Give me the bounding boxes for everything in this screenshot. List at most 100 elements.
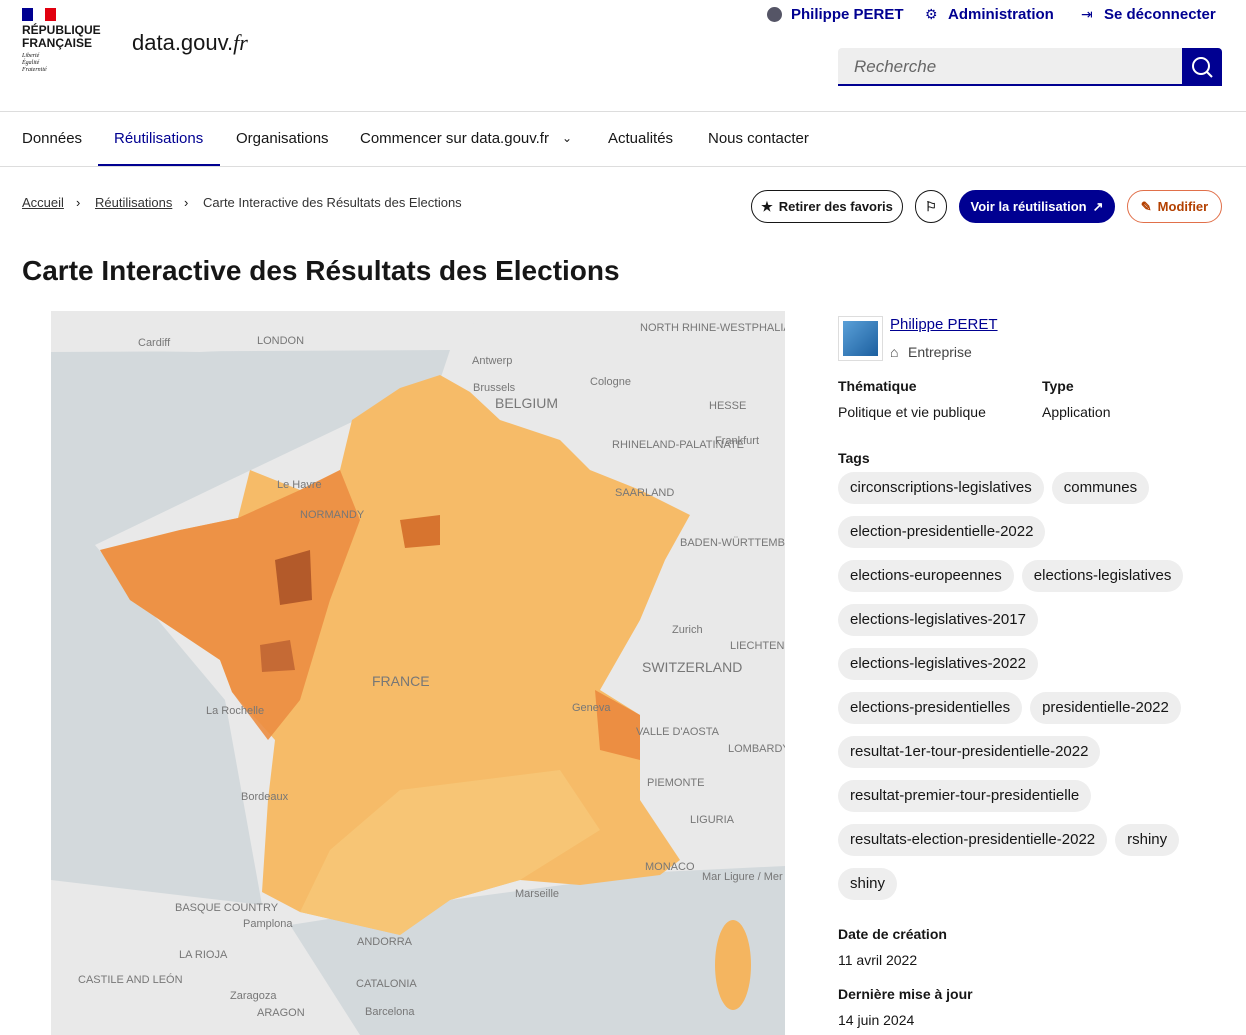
tags-label: Tags bbox=[838, 450, 870, 466]
map-label: Geneva bbox=[572, 702, 611, 714]
tag[interactable]: shiny bbox=[838, 868, 898, 900]
tag[interactable]: elections-legislatives-2017 bbox=[838, 604, 1038, 636]
tag[interactable]: rshiny bbox=[1115, 824, 1180, 856]
tag[interactable]: communes bbox=[1051, 472, 1150, 504]
author-avatar bbox=[838, 316, 883, 361]
created-label: Date de création bbox=[838, 926, 947, 942]
dark-area bbox=[260, 640, 295, 672]
nav-item[interactable]: Organisations bbox=[236, 130, 329, 147]
motto-line: Liberté bbox=[22, 53, 40, 59]
motto: Liberté Égalité Fraternité bbox=[22, 53, 47, 74]
tag[interactable]: circonscriptions-legislatives bbox=[838, 472, 1044, 504]
map-label: BASQUE COUNTRY bbox=[175, 902, 279, 914]
button-label: Voir la réutilisation bbox=[970, 199, 1087, 214]
tag[interactable]: resultat-1er-tour-presidentielle-2022 bbox=[838, 736, 1101, 768]
updated-value: 14 juin 2024 bbox=[838, 1012, 915, 1028]
west-region bbox=[100, 470, 360, 740]
pencil-icon: ✎ bbox=[1140, 198, 1152, 214]
map-label: NORTH RHINE-WESTPHALIA bbox=[640, 322, 785, 334]
tag[interactable]: election-presidentielle-2022 bbox=[838, 516, 1046, 548]
author-link[interactable]: Philippe PERET bbox=[890, 316, 998, 333]
nav-divider bbox=[0, 166, 1246, 167]
search-button[interactable] bbox=[1182, 48, 1222, 86]
logout-icon: ⇥ bbox=[1081, 6, 1093, 22]
star-icon: ★ bbox=[761, 198, 773, 214]
map-label: Mar Ligure / Mer Ligure bbox=[702, 871, 785, 883]
map-label: ARAGON bbox=[257, 1007, 305, 1019]
view-button[interactable]: Voir la réutilisation ↗ bbox=[959, 190, 1115, 223]
created-value: 11 avril 2022 bbox=[838, 952, 918, 968]
author-type: Entreprise bbox=[908, 344, 972, 360]
report-button[interactable]: ⚐ bbox=[915, 190, 947, 223]
tag[interactable]: elections-legislatives bbox=[1021, 560, 1184, 592]
nav-item[interactable]: Commencer sur data.gouv.fr bbox=[360, 130, 549, 147]
tag[interactable]: elections-europeennes bbox=[838, 560, 1014, 592]
map-label: Cardiff bbox=[138, 337, 171, 349]
england bbox=[51, 311, 480, 352]
map-label: LA RIOJA bbox=[179, 949, 228, 961]
dark-area bbox=[275, 550, 312, 605]
admin-link[interactable]: Administration bbox=[948, 6, 1054, 23]
user-avatar bbox=[767, 7, 782, 22]
page-title: Carte Interactive des Résultats des Elec… bbox=[22, 255, 620, 286]
map-label: VALLE D'AOSTA bbox=[636, 726, 720, 738]
map-label: LONDON bbox=[257, 335, 304, 347]
map-label: PIEMONTE bbox=[647, 777, 704, 789]
map-label: Frankfurt bbox=[715, 435, 759, 447]
tag[interactable]: elections-legislatives-2022 bbox=[838, 648, 1038, 680]
map-label: SAARLAND bbox=[615, 487, 674, 499]
map-label: Barcelona bbox=[365, 1006, 415, 1018]
search-placeholder: Recherche bbox=[854, 57, 937, 76]
nav-chevron: ⌄ bbox=[562, 131, 573, 145]
search-icon bbox=[1192, 57, 1213, 78]
breadcrumb-sep: › bbox=[76, 195, 81, 210]
button-label: Retirer des favoris bbox=[778, 199, 893, 214]
tag[interactable]: elections-presidentielles bbox=[838, 692, 1023, 724]
map[interactable]: LONDON Cardiff NORTH RHINE-WESTPHALIA Antwe… bbox=[51, 311, 785, 1035]
nav-item-active[interactable]: Réutilisations bbox=[114, 130, 204, 147]
map-label: LIGURIA bbox=[690, 814, 735, 826]
nav-active-bar bbox=[98, 164, 220, 166]
site-tld: fr bbox=[233, 30, 248, 55]
map-label: CATALONIA bbox=[356, 978, 417, 990]
nav-item[interactable]: Nous contacter bbox=[708, 130, 809, 147]
logout-link[interactable]: Se déconnecter bbox=[1104, 6, 1216, 23]
map-label: La Rochelle bbox=[206, 705, 264, 717]
map-label: Zaragoza bbox=[230, 990, 277, 1002]
republique-line: FRANÇAISE bbox=[22, 36, 93, 50]
map-label: Marseille bbox=[515, 888, 559, 900]
external-icon: ↗ bbox=[1092, 198, 1104, 214]
header-divider bbox=[0, 111, 1246, 112]
type-label: Type bbox=[1042, 378, 1074, 394]
tag[interactable]: resultat-premier-tour-presidentielle bbox=[838, 780, 1092, 812]
flag bbox=[22, 8, 56, 21]
favorite-button[interactable]: ★ Retirer des favoris bbox=[751, 190, 903, 223]
nav-item[interactable]: Données bbox=[22, 130, 83, 147]
map-label: NORMANDY bbox=[300, 509, 365, 521]
edit-button[interactable]: ✎ Modifier bbox=[1127, 190, 1222, 223]
motto-line: Fraternité bbox=[22, 67, 47, 73]
map-label: Zurich bbox=[672, 624, 703, 636]
map-label: Pamplona bbox=[243, 918, 293, 930]
map-label: Antwerp bbox=[472, 355, 512, 367]
admin-icon: ⚙ bbox=[925, 6, 938, 22]
map-label: RHINELAND-PALATINATE bbox=[612, 439, 744, 451]
tag[interactable]: presidentielle-2022 bbox=[1030, 692, 1181, 724]
search-input[interactable]: Recherche bbox=[838, 48, 1182, 86]
nav-item[interactable]: Actualités bbox=[608, 130, 674, 147]
breadcrumb-link[interactable]: Réutilisations bbox=[95, 195, 173, 210]
site-name[interactable]: data.gouv.fr bbox=[132, 30, 248, 56]
user-link[interactable]: Philippe PERET bbox=[791, 6, 904, 23]
breadcrumb-current: Carte Interactive des Résultats des Elec… bbox=[203, 195, 462, 210]
map-label: MONACO bbox=[645, 861, 695, 873]
breadcrumb-sep: › bbox=[184, 195, 189, 210]
site-name-main: data.gouv. bbox=[132, 30, 234, 55]
tag[interactable]: resultats-election-presidentielle-2022 bbox=[838, 824, 1108, 856]
map-label: BADEN-WÜRTTEMBERG bbox=[680, 537, 785, 549]
corsica bbox=[715, 920, 751, 1010]
author-type-icon: ⌂ bbox=[890, 344, 899, 360]
breadcrumb-link[interactable]: Accueil bbox=[22, 195, 64, 210]
map-label: LOMBARDY bbox=[728, 743, 785, 755]
